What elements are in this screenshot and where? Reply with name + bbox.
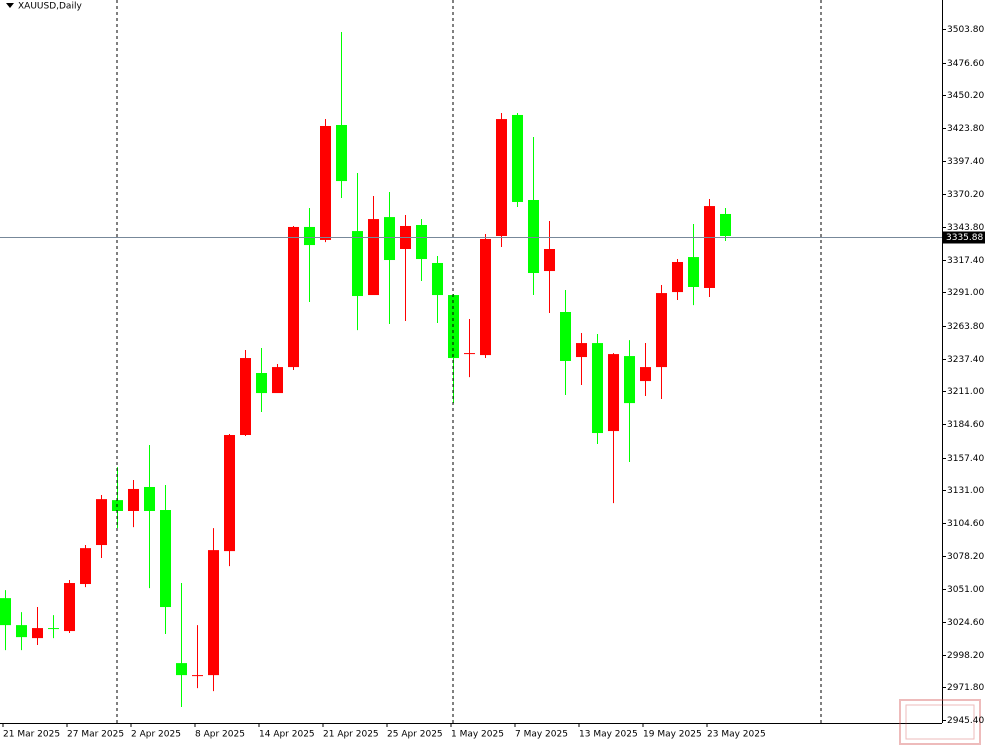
candle-body <box>624 356 635 404</box>
y-tick-label: 3237.40 <box>947 355 984 365</box>
candle-body <box>352 231 363 297</box>
candle-body <box>192 675 203 677</box>
candle-body <box>32 628 43 639</box>
chart-title: XAUUSD,Daily <box>18 2 82 12</box>
candle-body <box>480 238 491 356</box>
candle-body <box>320 125 331 240</box>
y-tick-label: 3291.00 <box>947 288 984 298</box>
menu-arrow[interactable] <box>6 3 14 8</box>
x-tick-label: 14 Apr 2025 <box>259 730 315 740</box>
y-tick-label: 3450.20 <box>947 91 984 101</box>
candle-body <box>720 213 731 237</box>
candle-body <box>256 373 267 394</box>
candle-body <box>336 124 347 182</box>
candle-body <box>384 217 395 261</box>
y-tick-label: 3476.60 <box>947 59 984 69</box>
candle-body <box>128 488 139 512</box>
candle-body <box>496 119 507 237</box>
last-price-label: 3335.88 <box>946 233 983 243</box>
candle-body <box>272 367 283 394</box>
y-tick-label: 3263.80 <box>947 322 984 332</box>
y-tick-label: 3184.60 <box>947 420 984 430</box>
candle-body <box>608 354 619 432</box>
candle-body <box>640 367 651 382</box>
x-tick-label: 25 Apr 2025 <box>387 730 443 740</box>
y-tick-label: 3104.60 <box>947 519 984 529</box>
x-tick-label: 21 Mar 2025 <box>3 730 60 740</box>
x-tick-label: 23 May 2025 <box>707 730 766 740</box>
candle-body <box>240 358 251 436</box>
y-tick-label: 3211.00 <box>947 387 984 397</box>
candle-body <box>208 550 219 676</box>
x-tick-label: 21 Apr 2025 <box>323 730 379 740</box>
y-tick-label: 2971.80 <box>947 683 984 693</box>
candle-body <box>96 499 107 546</box>
candle-body <box>368 219 379 296</box>
candle-body <box>160 510 171 608</box>
candle-body <box>0 598 11 626</box>
y-tick-label: 3343.80 <box>947 223 984 233</box>
candle-body <box>464 353 475 355</box>
y-tick-label: 3078.20 <box>947 552 984 562</box>
y-tick-label: 3503.80 <box>947 25 984 35</box>
candle-body <box>592 343 603 434</box>
candle-body <box>672 261 683 293</box>
candle-body <box>176 663 187 676</box>
candle-body <box>544 249 555 272</box>
x-tick-label: 7 May 2025 <box>515 730 568 740</box>
y-tick-label: 3157.40 <box>947 454 984 464</box>
candle-body <box>80 548 91 585</box>
candle-body <box>288 226 299 368</box>
y-tick-label: 3131.00 <box>947 486 984 496</box>
candle-body <box>560 311 571 362</box>
y-tick-label: 3423.80 <box>947 124 984 134</box>
candle-body <box>704 206 715 288</box>
candle-body <box>16 625 27 638</box>
y-tick-label: 3370.20 <box>947 190 984 200</box>
candle-body <box>576 343 587 358</box>
y-tick-label: 3317.40 <box>947 256 984 266</box>
x-tick-label: 19 May 2025 <box>643 730 702 740</box>
candle-body <box>48 628 59 630</box>
candle-body <box>432 262 443 296</box>
y-tick-label: 3051.00 <box>947 585 984 595</box>
candle-body <box>304 226 315 246</box>
candle-body <box>528 199 539 274</box>
candle-body <box>224 435 235 552</box>
candle-body <box>64 583 75 632</box>
last-price-box <box>943 231 985 244</box>
y-tick-label: 2945.40 <box>947 716 984 726</box>
candle-body <box>688 257 699 287</box>
candle-body <box>656 293 667 368</box>
x-tick-label: 27 Mar 2025 <box>67 730 124 740</box>
candle-body <box>512 114 523 202</box>
x-tick-label: 1 May 2025 <box>451 730 504 740</box>
candle-body <box>416 224 427 260</box>
x-tick-label: 13 May 2025 <box>579 730 638 740</box>
y-tick-label: 3397.40 <box>947 157 984 167</box>
y-tick-label: 2998.20 <box>947 651 984 661</box>
x-tick-label: 2 Apr 2025 <box>131 730 181 740</box>
x-tick-label: 8 Apr 2025 <box>195 730 245 740</box>
y-tick-label: 3024.60 <box>947 618 984 628</box>
watermark <box>899 699 981 745</box>
candle-body <box>144 486 155 512</box>
